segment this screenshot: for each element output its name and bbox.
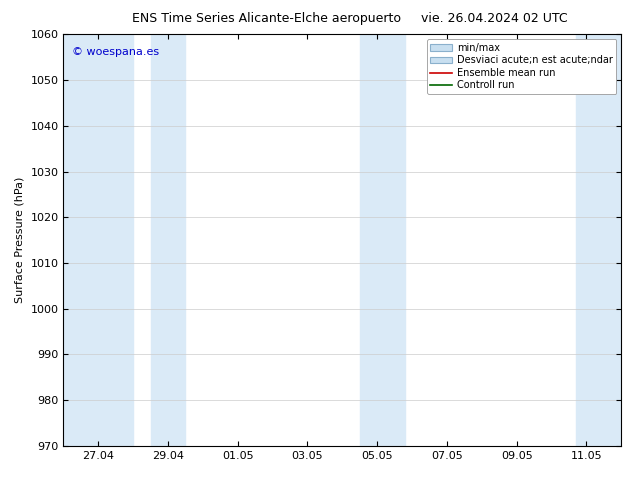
- Bar: [359, 34, 405, 446]
- Bar: [150, 34, 185, 446]
- Y-axis label: Surface Pressure (hPa): Surface Pressure (hPa): [15, 177, 25, 303]
- Text: © woespana.es: © woespana.es: [72, 47, 159, 57]
- Legend: min/max, Desviaci acute;n est acute;ndar, Ensemble mean run, Controll run: min/max, Desviaci acute;n est acute;ndar…: [427, 39, 616, 94]
- Bar: [63, 34, 133, 446]
- Bar: [576, 34, 621, 446]
- Text: vie. 26.04.2024 02 UTC: vie. 26.04.2024 02 UTC: [421, 12, 568, 25]
- Text: ENS Time Series Alicante-Elche aeropuerto: ENS Time Series Alicante-Elche aeropuert…: [132, 12, 401, 25]
